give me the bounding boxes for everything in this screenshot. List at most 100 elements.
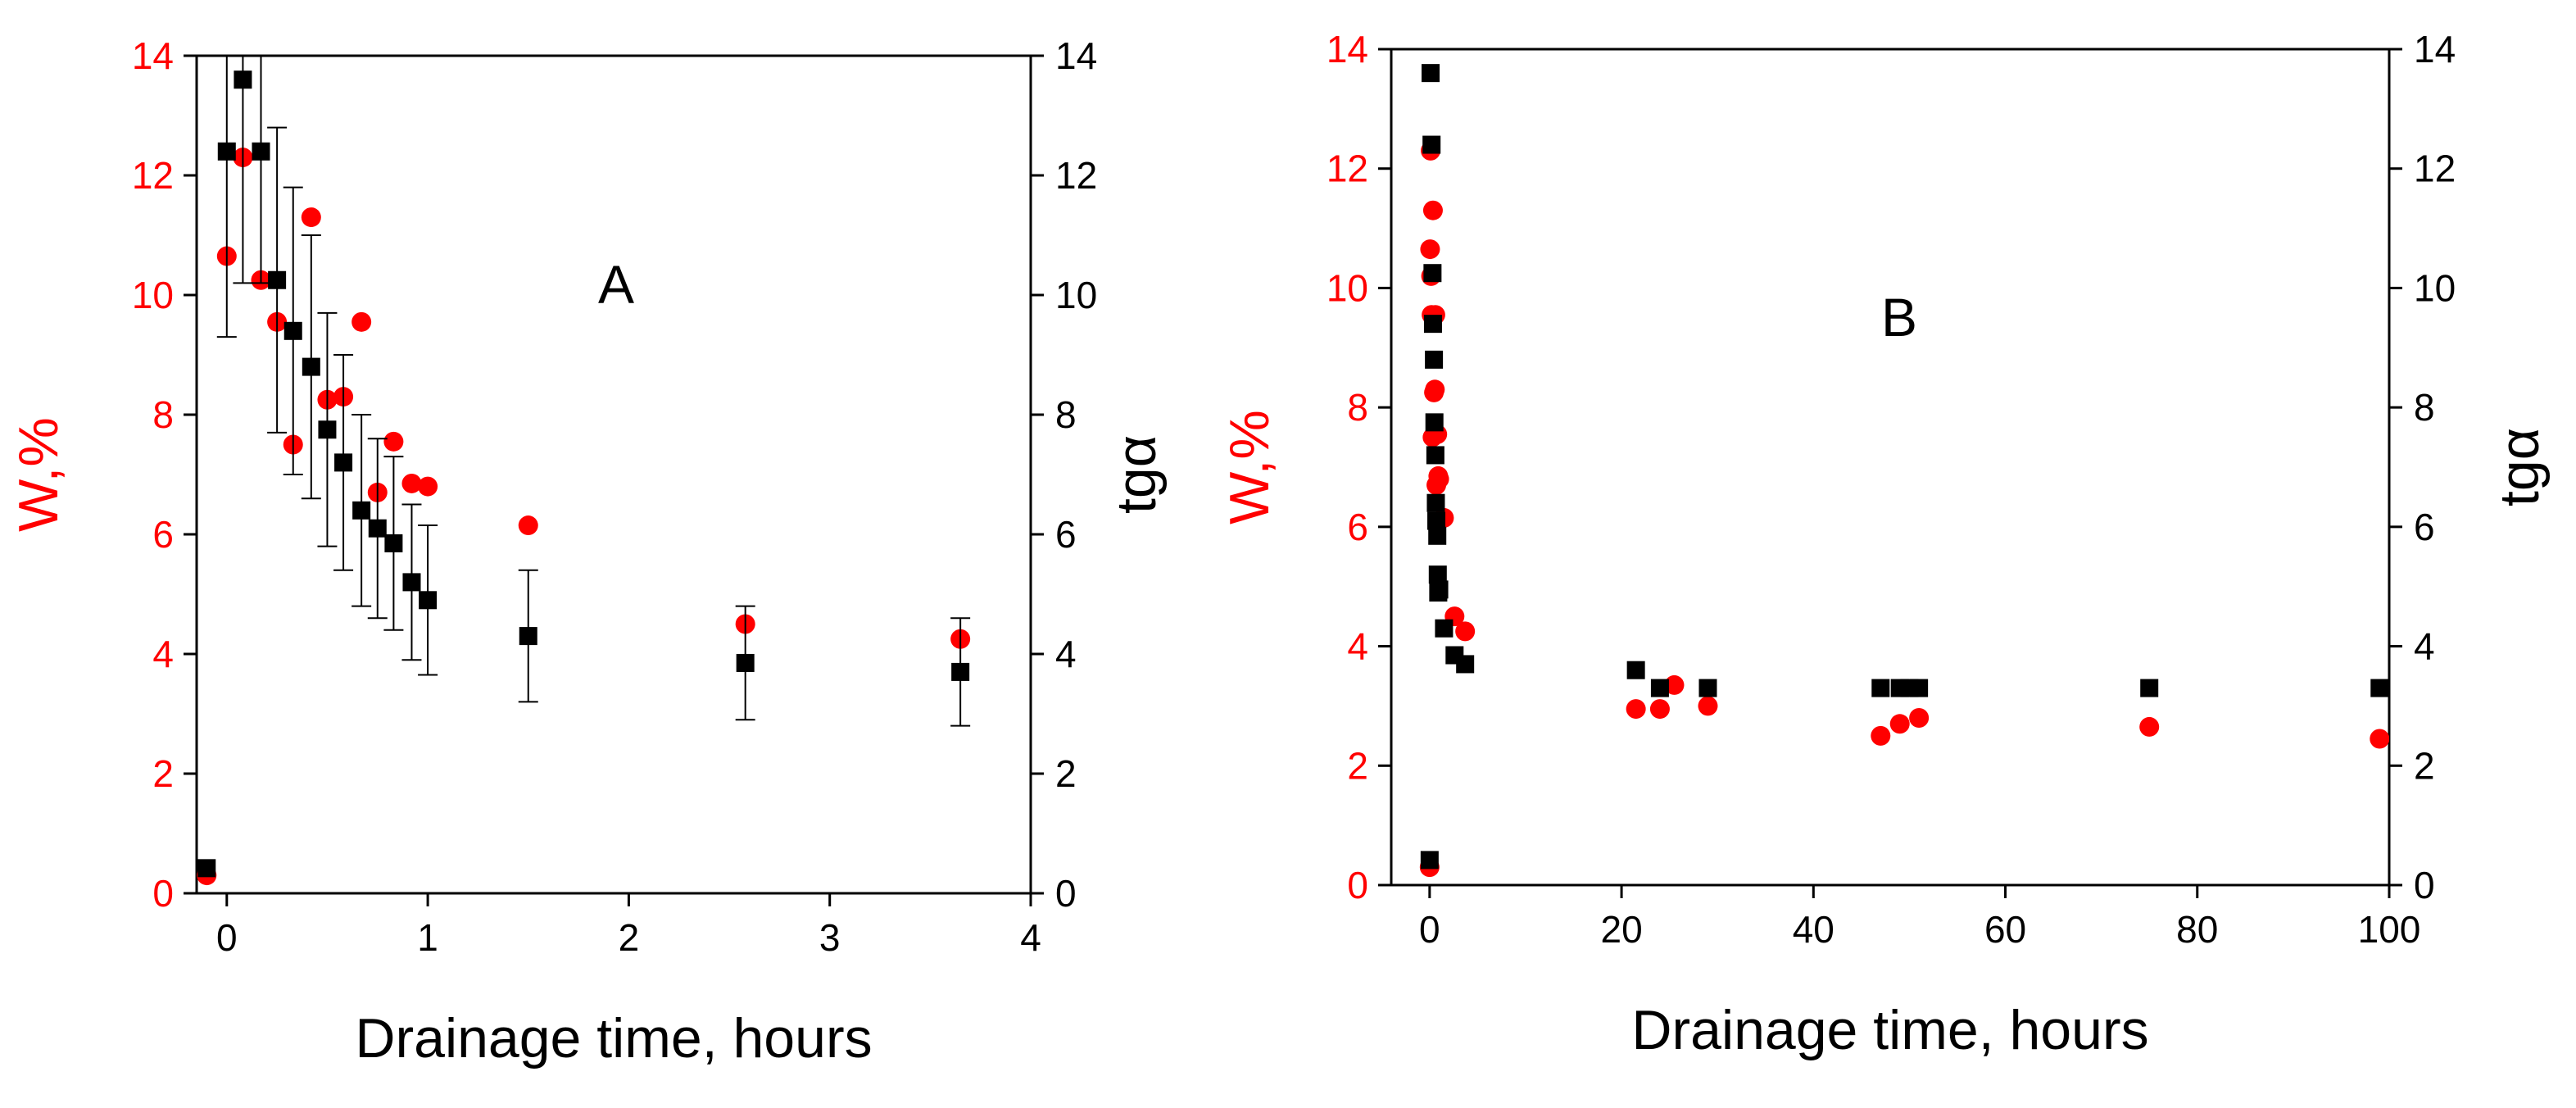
panel-a-w-point	[418, 476, 438, 497]
panel-b-tg-point	[1423, 315, 1442, 334]
panel-a-yl-tick-label: 8	[152, 393, 174, 436]
panel-a-yr-tick-label: 8	[1055, 393, 1077, 436]
panel-b-yr-tick-label: 2	[2414, 744, 2435, 787]
panel-a-yr-tick-label: 14	[1055, 34, 1097, 77]
panel-a-yr-tick-label: 4	[1055, 633, 1077, 675]
panel-b-w-point	[1871, 725, 1891, 746]
panel-b-w-point	[1425, 379, 1445, 400]
panel-b-w-point	[2370, 729, 2389, 749]
panel-a-tg-point	[402, 573, 421, 592]
panel-a-yr-tick-label: 10	[1055, 274, 1097, 316]
panel-b-yl-tick-label: 6	[1347, 506, 1368, 548]
panel-b-tg-point	[1456, 655, 1475, 674]
panel-b-w-point	[1698, 696, 1718, 716]
panel-b-tg-point	[1423, 264, 1442, 283]
panel-a-frame	[195, 54, 1032, 895]
panel-b-tg-point	[1427, 511, 1446, 530]
panel-b-yl-tick-label: 2	[1347, 744, 1368, 787]
panel-b-w-point	[1420, 239, 1440, 260]
panel-b-x-tick-label: 40	[1793, 908, 1834, 951]
panel-b-y-left-axis-title: W,%	[1218, 410, 1281, 524]
panel-b-tg-point	[1430, 580, 1449, 599]
panel-b-x-tick-label: 80	[2176, 908, 2218, 951]
panel-a-yr-tick-label: 2	[1055, 752, 1077, 795]
panel-b-yr-tick-label: 10	[2414, 266, 2456, 309]
panel-b-w-point	[1429, 469, 1449, 489]
panel-a-data	[197, 56, 971, 886]
panel-b-label: B	[1881, 287, 1917, 347]
panel-a-x-tick-label: 4	[1020, 916, 1041, 959]
panel-a-tg-point	[736, 653, 755, 672]
panel-b-tg-point	[1871, 679, 1890, 697]
panel-a-yl-tick-label: 2	[152, 752, 174, 795]
panel-b-tg-point	[1428, 526, 1447, 545]
panel-b-tg-point	[1425, 350, 1444, 369]
panel-a-w-point	[351, 311, 372, 332]
panel-a-w-point	[301, 207, 321, 228]
panel-b-frame	[1390, 48, 2391, 887]
panel-a-y-left-axis-title: W,%	[7, 417, 70, 532]
panel-a-tg-point	[384, 534, 403, 552]
panel-b-yr-tick-label: 4	[2414, 625, 2435, 668]
panel-b-tg-point	[1435, 619, 1454, 638]
panel-a-x-axis-title: Drainage time, hours	[355, 1007, 872, 1069]
panel-b-yl-tick-label: 14	[1327, 28, 1368, 70]
panel-b-tg-point	[1698, 679, 1717, 697]
panel-a-yl-tick-label: 14	[132, 34, 174, 77]
panel-a-tg-point	[302, 357, 320, 376]
panel-b-tg-point	[1426, 446, 1444, 465]
panel-b-tg-point	[2140, 679, 2159, 697]
panel-b-yr-tick-label: 6	[2414, 506, 2435, 548]
panel-b-yr-tick-label: 12	[2414, 148, 2456, 190]
panel-a-tg-point	[519, 627, 537, 646]
panel-a-yr-tick-label: 0	[1055, 872, 1077, 915]
panel-b-tg-point	[1650, 679, 1669, 697]
panel-a-tg-point	[268, 270, 287, 289]
panel-b-tg-point	[1626, 661, 1645, 679]
panel-b-yl-tick-label: 8	[1347, 386, 1368, 429]
panel-b-x-axis-title: Drainage time, hours	[1631, 999, 2148, 1061]
panel-a-tg-point	[951, 662, 970, 681]
panel-a-tg-point	[318, 420, 337, 439]
panel-a-tg-point	[334, 453, 353, 472]
panel-a-tg-point	[217, 142, 236, 161]
panel-b-tg-point	[1910, 679, 1929, 697]
panel-a-x-tick-label: 3	[819, 916, 841, 959]
panel-a-yl-tick-label: 12	[132, 154, 174, 197]
panel-b-tg-point	[1428, 565, 1447, 584]
panel-a-tg-point	[419, 591, 438, 610]
panel-b-yl-tick-label: 0	[1347, 864, 1368, 906]
panel-a-w-point	[383, 431, 404, 452]
panel-a-yl-tick-label: 6	[152, 513, 174, 556]
panel-b-tg-point	[1420, 851, 1439, 870]
panel-a-yl-tick-label: 0	[152, 872, 174, 915]
panel-b-x-tick-label: 100	[2358, 908, 2421, 951]
panel-a-tg-point	[197, 859, 216, 878]
panel-b-tg-point	[1422, 135, 1441, 154]
panel-a-w-point	[518, 515, 538, 536]
panel-b-yr-tick-label: 0	[2414, 864, 2435, 906]
panel-a-tg-point	[234, 70, 252, 89]
panel-b-yl-tick-label: 10	[1327, 266, 1368, 309]
panel-a-y-right-axis-title: tgα	[1105, 435, 1168, 514]
panel-b-yr-tick-label: 8	[2414, 386, 2435, 429]
panel-b-yl-tick-label: 4	[1347, 625, 1368, 668]
panel-b-tg-point	[1422, 64, 1440, 83]
panel-b-x-tick-label: 20	[1600, 908, 1642, 951]
panel-a-tg-point	[352, 501, 371, 520]
panel-a-tg-point	[368, 519, 387, 538]
panel-a-tg-point	[283, 321, 302, 340]
panel-b-x-tick-label: 60	[1984, 908, 2026, 951]
panel-b-yl-tick-label: 12	[1327, 148, 1368, 190]
panel-b-w-point	[1626, 699, 1646, 720]
panel-b-w-point	[1649, 699, 1670, 720]
panel-a-w-point	[401, 473, 422, 493]
panel-b-w-point	[1455, 621, 1476, 642]
panel-b-w-point	[1422, 200, 1443, 220]
panel-a-yr-tick-label: 6	[1055, 513, 1077, 556]
panel-a-yl-tick-label: 10	[132, 274, 174, 316]
panel-b-tg-point	[1425, 413, 1444, 432]
panel-a-yl-tick-label: 4	[152, 633, 174, 675]
